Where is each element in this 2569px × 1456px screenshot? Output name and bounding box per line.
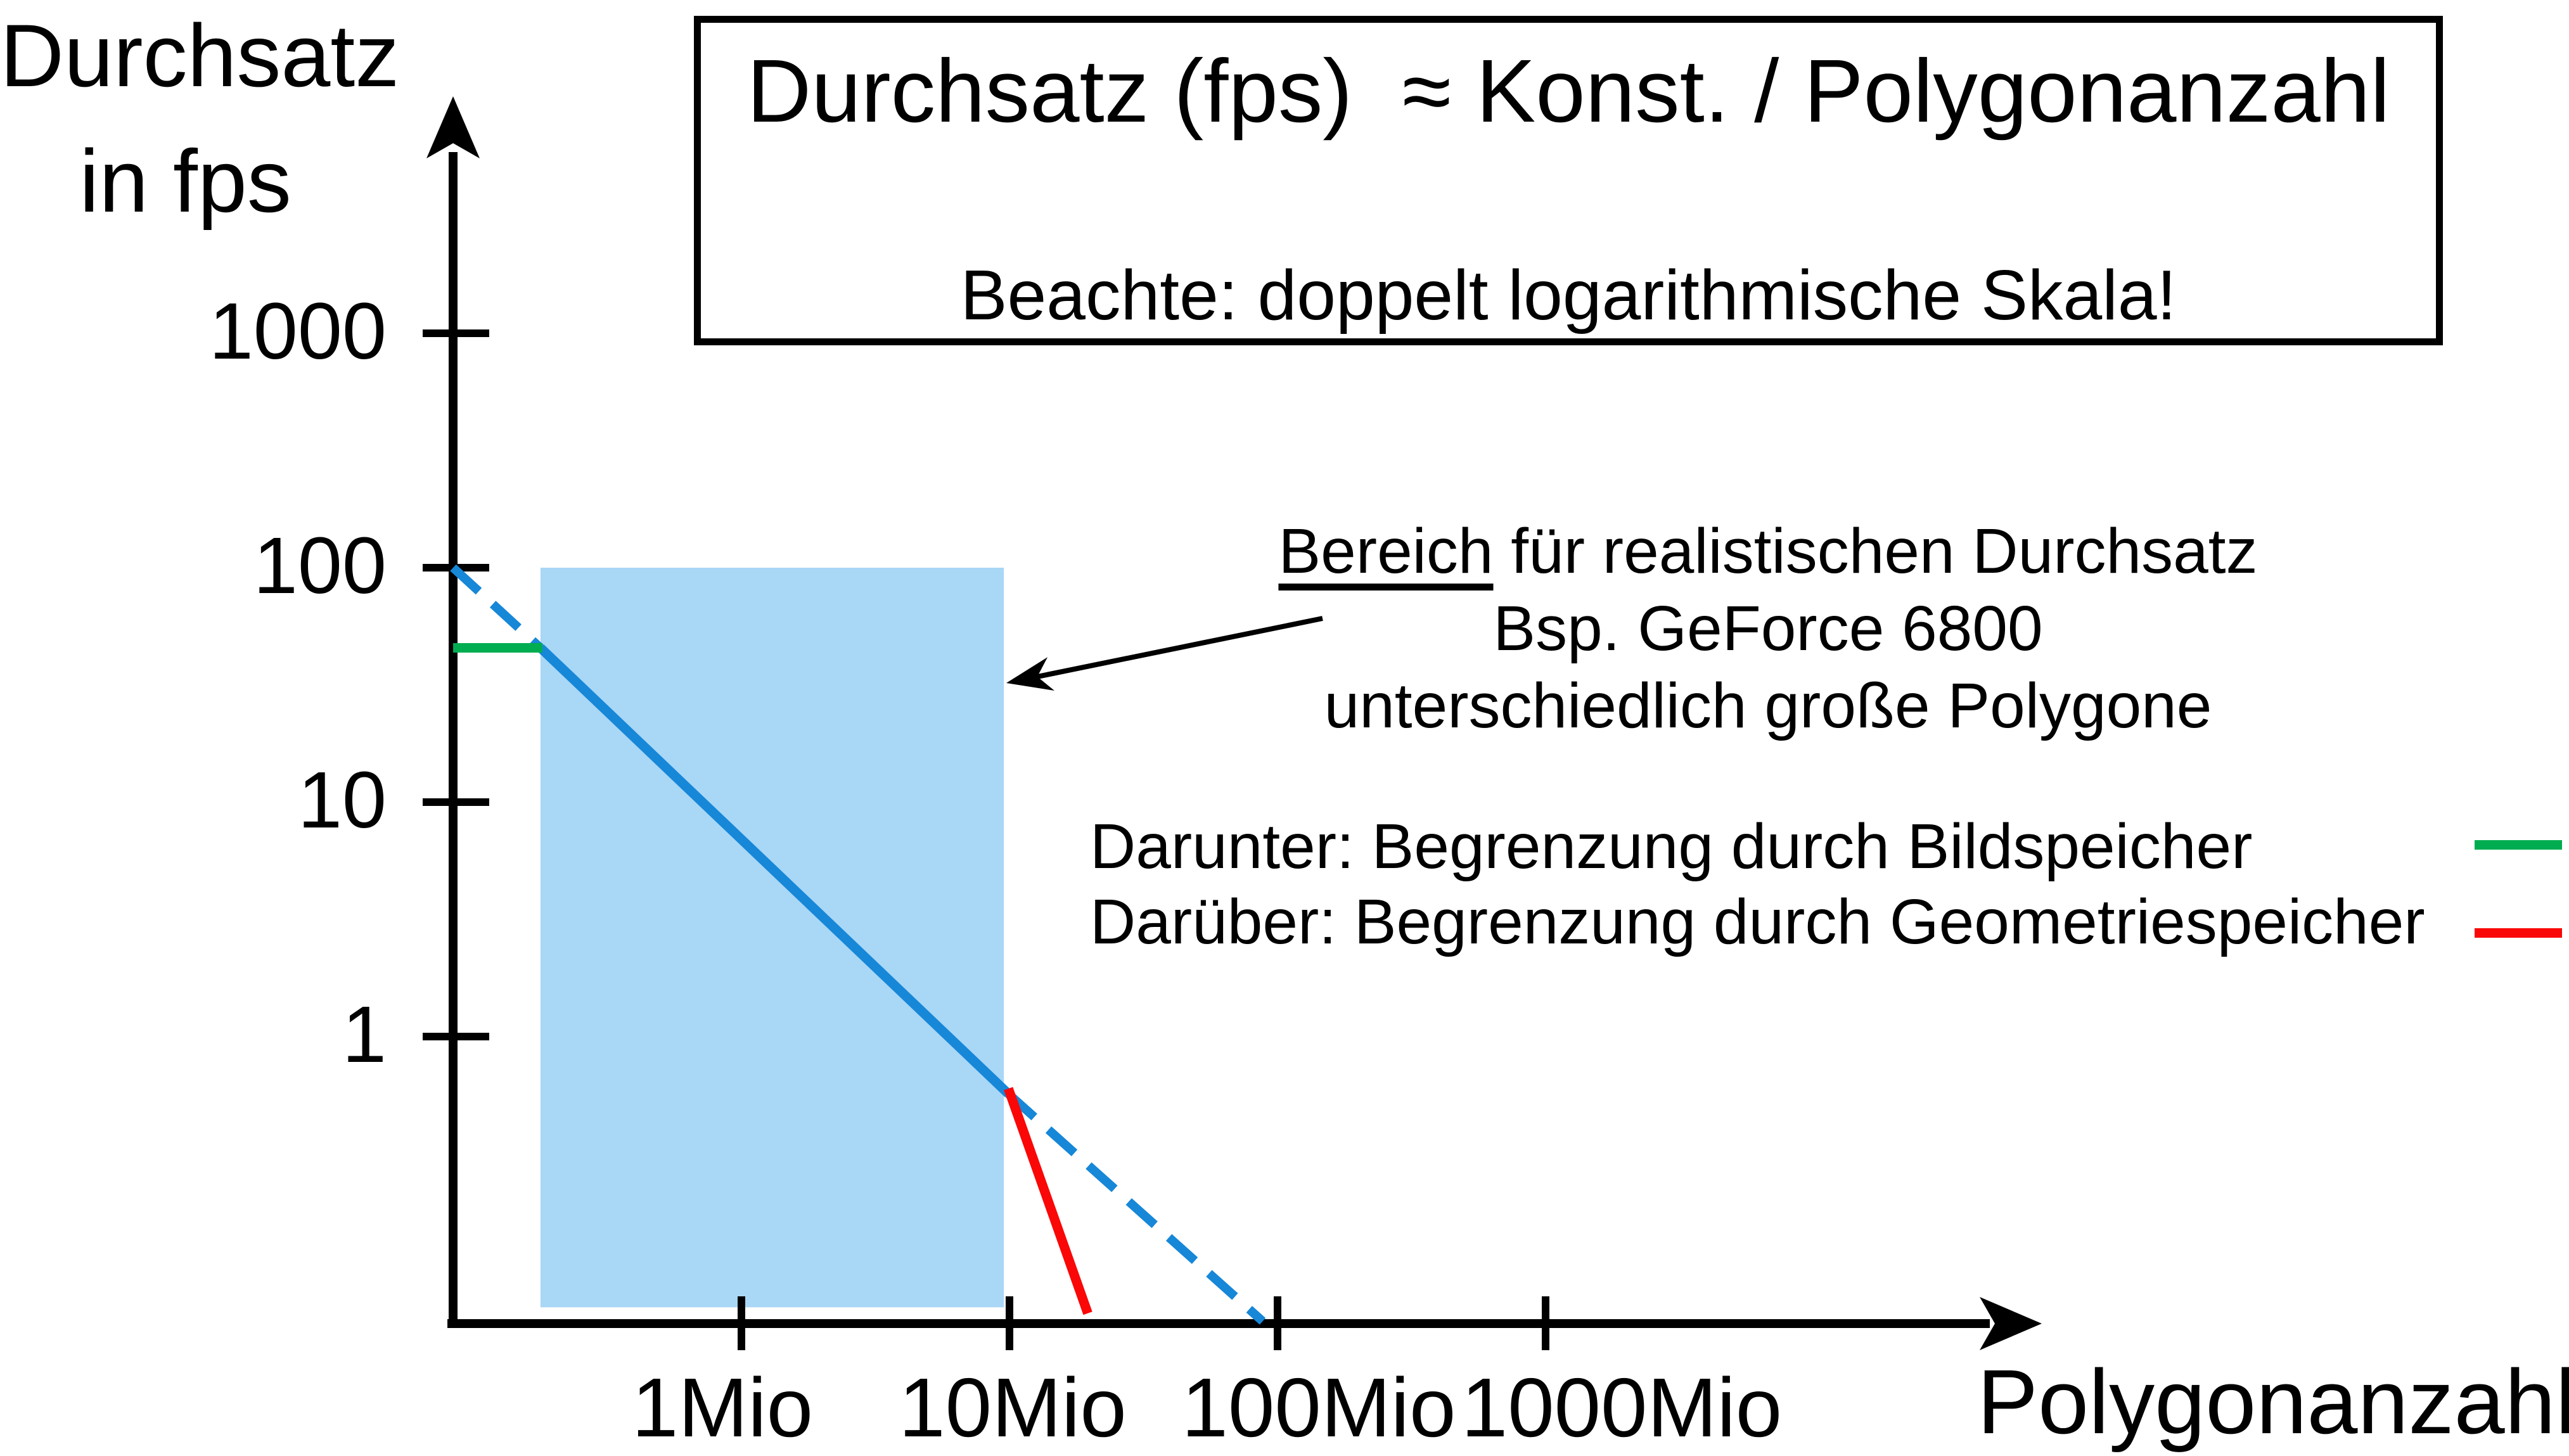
y-axis-title-line1: Durchsatz <box>0 6 400 105</box>
title-formula: Durchsatz (fps) ≈ Konst. / Polygonanzahl <box>746 41 2390 141</box>
x-tick-label-1Mio: 1Mio <box>631 1361 814 1454</box>
y-tick-label-1: 1 <box>342 990 387 1079</box>
annotation-arrowhead-icon <box>1006 657 1054 691</box>
annotation-line2: Bsp. GeForce 6800 <box>1493 593 2043 664</box>
y-tick-label-100: 100 <box>253 521 387 610</box>
annotation-line1-rest: für realistischen Durchsatz <box>1493 516 2258 587</box>
x-tick-label-100Mio: 100Mio <box>1181 1361 1456 1454</box>
y-axis-title-line2: in fps <box>79 131 291 231</box>
title-note: Beachte: doppelt logarithmische Skala! <box>960 256 2177 335</box>
legend-label-bildspeicher: Darunter: Begrenzung durch Bildspeicher <box>1090 811 2253 882</box>
annotation-line1: Bereich für realistischen Durchsatz <box>1198 513 2338 590</box>
series-geometriespeicher-limit-red <box>1004 1087 1092 1315</box>
y-tick-label-10: 10 <box>297 755 387 845</box>
series-ideal-throughput-dashed-lower <box>1005 1090 1266 1325</box>
annotation-arrow-shaft <box>1034 616 1323 680</box>
y-axis-arrowhead-icon <box>426 96 480 158</box>
y-tick-label-1000: 1000 <box>208 286 387 376</box>
annotation-bereich-underlined: Bereich <box>1278 516 1494 587</box>
x-tick-label-10Mio: 10Mio <box>899 1361 1127 1454</box>
legend-label-geometriespeicher: Darüber: Begrenzung durch Geometriespeic… <box>1090 886 2425 957</box>
legend-swatch-red <box>2475 928 2562 938</box>
annotation-block: Bereich für realistischen Durchsatz Bsp.… <box>1198 513 2338 744</box>
series-ideal-throughput-dashed-upper <box>450 564 544 651</box>
series-realistic-throughput-solid <box>537 644 1012 1097</box>
annotation-line3: unterschiedlich große Polygone <box>1324 670 2212 741</box>
legend-swatch-green <box>2475 840 2562 850</box>
x-axis-title: Polygonanzahl <box>1977 1351 2569 1453</box>
title-box: Durchsatz (fps) ≈ Konst. / Polygonanzahl… <box>694 16 2443 345</box>
x-tick-label-1000Mio: 1000Mio <box>1461 1361 1783 1454</box>
realistic-throughput-region <box>540 568 1004 1308</box>
x-axis-arrowhead-icon <box>1980 1297 2042 1350</box>
